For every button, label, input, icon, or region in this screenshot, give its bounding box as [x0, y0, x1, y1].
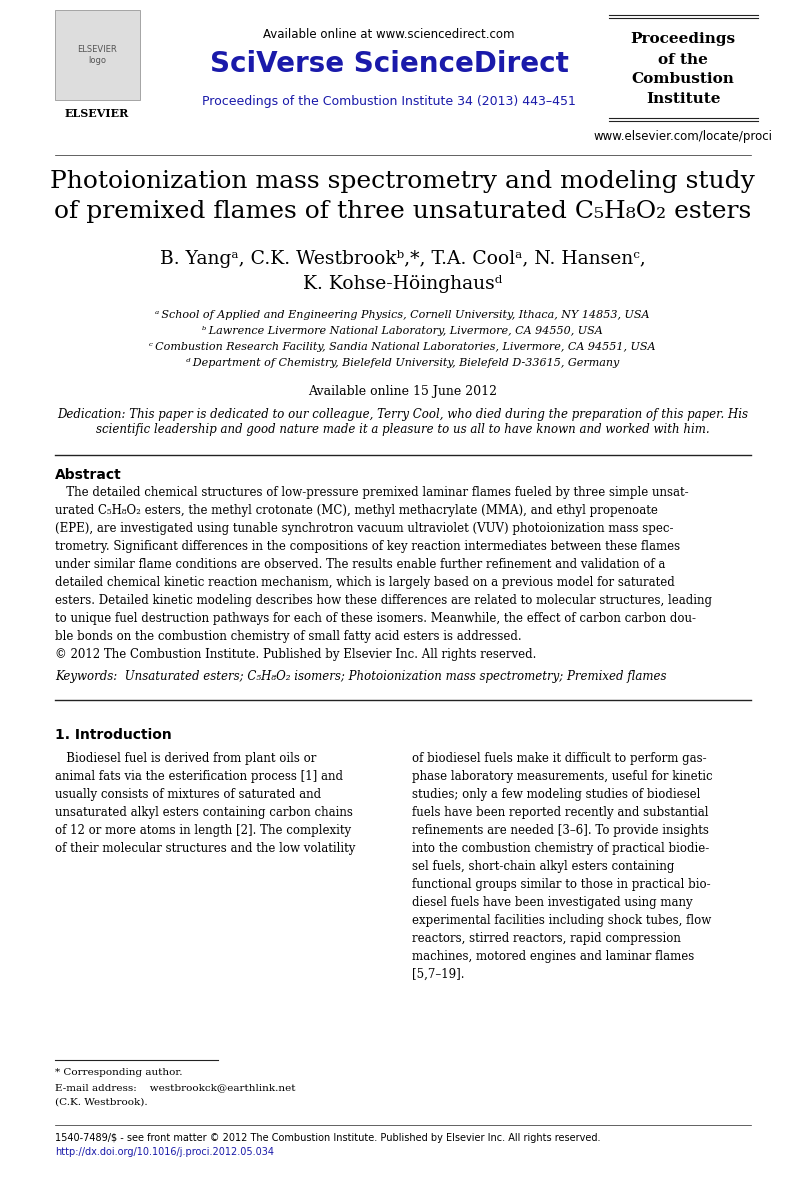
Text: www.elsevier.com/locate/proci: www.elsevier.com/locate/proci — [594, 130, 773, 143]
Text: of the: of the — [659, 53, 708, 67]
Text: of premixed flames of three unsaturated C₅H₈O₂ esters: of premixed flames of three unsaturated … — [54, 200, 752, 223]
Text: Institute: Institute — [646, 92, 720, 106]
Text: ELSEVIER: ELSEVIER — [65, 108, 129, 119]
Text: of biodiesel fuels make it difficult to perform gas-
phase laboratory measuremen: of biodiesel fuels make it difficult to … — [411, 752, 712, 982]
Text: (C.K. Westbrook).: (C.K. Westbrook). — [55, 1098, 147, 1106]
Text: The detailed chemical structures of low-pressure premixed laminar flames fueled : The detailed chemical structures of low-… — [55, 486, 712, 661]
Text: ᶜ Combustion Research Facility, Sandia National Laboratories, Livermore, CA 9455: ᶜ Combustion Research Facility, Sandia N… — [149, 342, 656, 352]
Text: Photoionization mass spectrometry and modeling study: Photoionization mass spectrometry and mo… — [50, 170, 755, 193]
Text: * Corresponding author.: * Corresponding author. — [55, 1068, 182, 1078]
Text: B. Yangᵃ, C.K. Westbrookᵇ,*, T.A. Coolᵃ, N. Hansenᶜ,: B. Yangᵃ, C.K. Westbrookᵇ,*, T.A. Coolᵃ,… — [160, 250, 646, 268]
Text: E-mail address:    westbrookck@earthlink.net: E-mail address: westbrookck@earthlink.ne… — [55, 1082, 296, 1092]
Text: K. Kohse-Höinghausᵈ: K. Kohse-Höinghausᵈ — [303, 275, 502, 293]
Text: Available online 15 June 2012: Available online 15 June 2012 — [308, 385, 497, 398]
Text: Keywords:  Unsaturated esters; C₅H₈O₂ isomers; Photoionization mass spectrometry: Keywords: Unsaturated esters; C₅H₈O₂ iso… — [55, 670, 667, 683]
Text: ᵇ Lawrence Livermore National Laboratory, Livermore, CA 94550, USA: ᵇ Lawrence Livermore National Laboratory… — [202, 326, 603, 336]
Text: 1540-7489/$ - see front matter © 2012 The Combustion Institute. Published by Els: 1540-7489/$ - see front matter © 2012 Th… — [55, 1133, 600, 1142]
Text: Proceedings of the Combustion Institute 34 (2013) 443–451: Proceedings of the Combustion Institute … — [202, 95, 576, 108]
Text: ᵈ Department of Chemistry, Bielefeld University, Bielefeld D-33615, Germany: ᵈ Department of Chemistry, Bielefeld Uni… — [186, 358, 620, 368]
Text: Proceedings: Proceedings — [631, 32, 735, 46]
FancyBboxPatch shape — [55, 10, 140, 100]
Text: Combustion: Combustion — [632, 72, 735, 86]
Text: http://dx.doi.org/10.1016/j.proci.2012.05.034: http://dx.doi.org/10.1016/j.proci.2012.0… — [55, 1147, 274, 1157]
Text: ELSEVIER
logo: ELSEVIER logo — [77, 46, 117, 65]
Text: Dedication: This paper is dedicated to our colleague, Terry Cool, who died durin: Dedication: This paper is dedicated to o… — [58, 408, 748, 436]
Text: Biodiesel fuel is derived from plant oils or
animal fats via the esterification : Biodiesel fuel is derived from plant oil… — [55, 752, 355, 854]
Text: SciVerse ScienceDirect: SciVerse ScienceDirect — [210, 50, 569, 78]
Text: ᵃ School of Applied and Engineering Physics, Cornell University, Ithaca, NY 1485: ᵃ School of Applied and Engineering Phys… — [156, 310, 650, 320]
Text: Abstract: Abstract — [55, 468, 122, 482]
Text: Available online at www.sciencedirect.com: Available online at www.sciencedirect.co… — [263, 28, 515, 41]
Text: 1. Introduction: 1. Introduction — [55, 728, 172, 742]
